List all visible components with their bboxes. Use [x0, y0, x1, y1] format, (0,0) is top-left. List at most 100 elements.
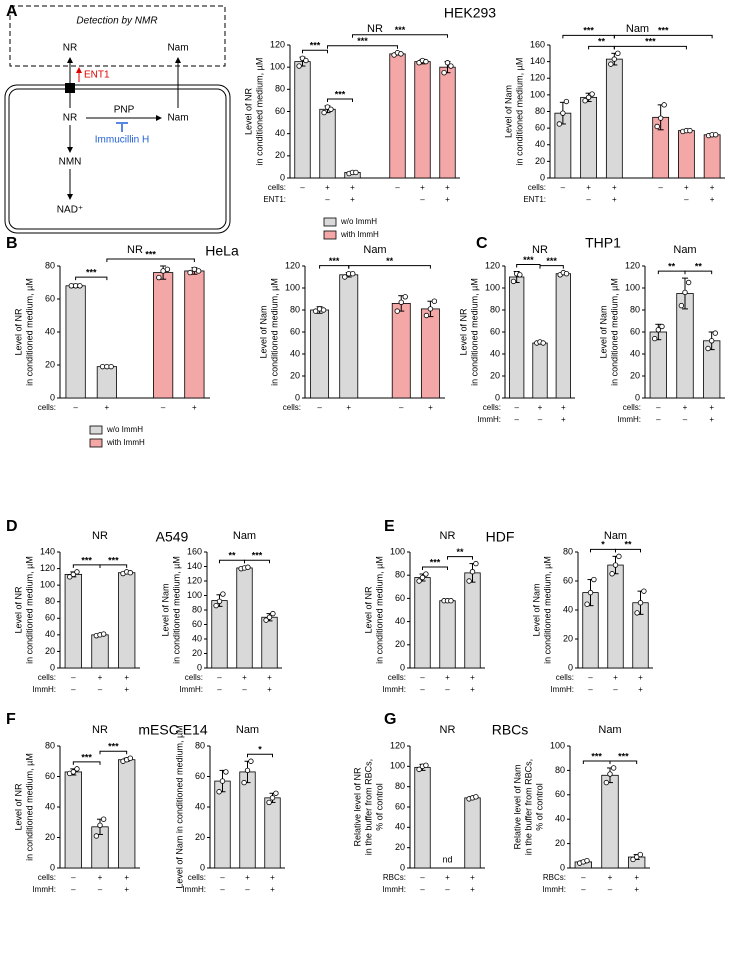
condition-mark: –: [683, 415, 688, 424]
chart-title: NR: [127, 244, 143, 256]
data-point: [608, 61, 614, 67]
condition-mark: –: [242, 685, 247, 694]
y-tick-label: 80: [395, 570, 405, 580]
condition-label: ImmH:: [542, 885, 566, 894]
significance-label: *: [258, 745, 262, 755]
significance-bracket: [352, 34, 448, 38]
condition-label: cells:: [185, 673, 203, 682]
data-point: [616, 553, 622, 560]
y-tick-label: 20: [192, 648, 202, 658]
bar: [294, 61, 311, 179]
y-axis-label: % of control: [534, 783, 544, 831]
condition-mark: –: [420, 685, 425, 694]
condition-mark: –: [317, 403, 322, 412]
y-axis-label: Level of NR: [458, 308, 468, 356]
bar: [601, 774, 619, 869]
bar: [391, 302, 411, 399]
condition-label: ImmH:: [179, 685, 203, 694]
condition-mark: +: [470, 873, 475, 882]
node: Nam: [167, 43, 188, 54]
significance-label: ***: [335, 89, 346, 99]
bar: [153, 272, 174, 399]
y-tick-label: 60: [195, 771, 205, 781]
data-point: [685, 279, 692, 286]
condition-mark: +: [684, 183, 689, 192]
condition-mark: –: [71, 685, 76, 694]
diagram-title: Detection by NMR: [76, 16, 157, 27]
data-point: [584, 601, 590, 607]
data-point: [610, 765, 617, 771]
chart-title: NR: [532, 244, 548, 256]
y-tick-label: 60: [192, 619, 202, 629]
y-tick-label: 20: [395, 639, 405, 649]
y-tick-label: 20: [563, 633, 573, 643]
condition-label: cells:: [188, 873, 206, 882]
significance-bracket: [247, 753, 273, 758]
nmr-box: [9, 5, 226, 67]
y-tick-label: 40: [630, 348, 640, 358]
y-tick-label: 0: [540, 172, 545, 182]
data-point: [641, 588, 647, 594]
condition-mark: –: [71, 873, 76, 882]
significance-label: **: [695, 261, 703, 271]
y-tick-label: 20: [395, 842, 405, 852]
legend-swatch: [89, 425, 103, 435]
condition-mark: –: [514, 415, 519, 424]
condition-mark: +: [242, 673, 247, 682]
data-point: [712, 330, 719, 336]
significance-bracket: [588, 45, 615, 50]
condition-mark: –: [420, 673, 425, 682]
y-tick-label: 20: [290, 370, 300, 380]
condition-label: cells:: [388, 673, 406, 682]
y-axis-label: in conditioned medium, µM: [542, 556, 552, 664]
y-axis-label: Level of NR: [13, 783, 23, 831]
condition-mark: +: [683, 403, 688, 412]
y-axis-label: Level of NR: [13, 586, 23, 634]
data-point: [70, 571, 77, 578]
y-axis-label: Level of NR: [243, 87, 253, 135]
panel-title: THP1: [585, 235, 621, 251]
data-point: [248, 758, 254, 764]
panel-letter: F: [6, 711, 16, 728]
y-axis-label: in conditioned medium, µM: [24, 278, 34, 386]
chart-title: Nam: [233, 530, 256, 542]
bar: [464, 572, 481, 669]
bar: [414, 577, 431, 669]
condition-mark: +: [428, 403, 433, 412]
y-axis-label: in conditioned medium, µM: [269, 278, 279, 386]
data-point: [659, 323, 665, 330]
significance-bracket: [684, 270, 713, 275]
y-tick-label: 40: [195, 801, 205, 811]
data-point: [556, 121, 563, 127]
significance-bracket: [219, 559, 245, 564]
node: NR: [63, 113, 77, 124]
data-point: [612, 562, 619, 568]
significance-label: ***: [658, 26, 669, 36]
y-tick-label: 40: [192, 633, 202, 643]
condition-mark: –: [300, 183, 305, 192]
data-point: [127, 755, 134, 761]
node: NR: [63, 43, 77, 54]
condition-mark: +: [613, 673, 618, 682]
condition-label: ENT1:: [523, 195, 546, 204]
data-point: [654, 123, 660, 130]
y-tick-label: 120: [270, 39, 285, 49]
y-axis-label: Level of Nam: [503, 85, 513, 138]
panel-letter: A: [6, 3, 18, 20]
data-point: [611, 56, 618, 62]
condition-mark: +: [612, 183, 617, 192]
condition-mark: –: [613, 685, 618, 694]
condition-mark: +: [98, 673, 103, 682]
data-point: [607, 771, 613, 777]
condition-mark: –: [586, 195, 591, 204]
chart-title: NR: [92, 530, 108, 542]
significance-bracket: [609, 760, 638, 764]
panel-letter: G: [384, 711, 396, 728]
y-axis-label: in conditioned medium, µM: [254, 58, 264, 166]
condition-label: ImmH:: [382, 685, 406, 694]
condition-mark: –: [161, 403, 166, 412]
condition-mark: +: [561, 415, 566, 424]
y-axis-label: Relative level of Nam: [512, 764, 522, 849]
data-point: [398, 299, 404, 305]
condition-mark: –: [325, 195, 330, 204]
